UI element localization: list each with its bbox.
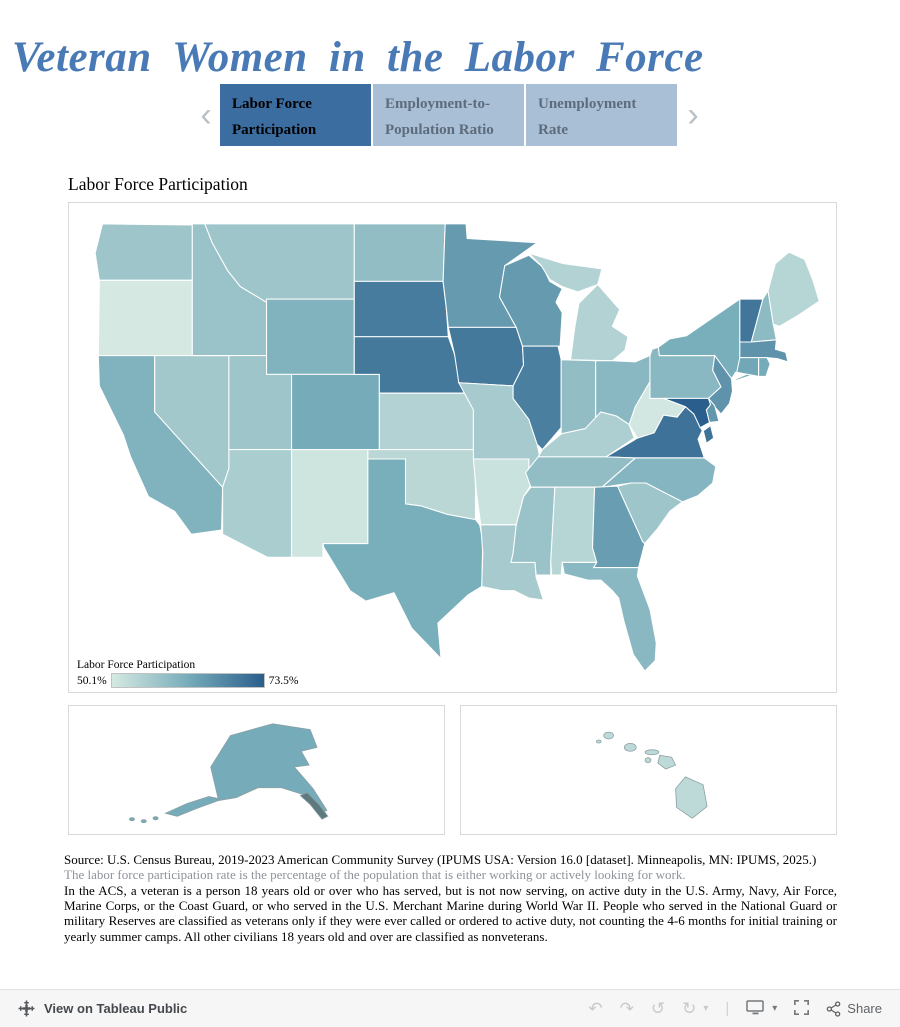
- tab-bar: ‹ Labor Force Participation Employment-t…: [192, 84, 707, 146]
- us-choropleth-map: [94, 223, 820, 672]
- tableau-toolbar: View on Tableau Public ↶ ↷ ↺ ↻ ▾ | ▾: [0, 989, 900, 1027]
- state-ri[interactable]: [758, 357, 771, 377]
- state-de[interactable]: [705, 398, 720, 423]
- tab-employment-to-population-ratio[interactable]: Employment-to- Population Ratio: [373, 84, 524, 146]
- state-fl[interactable]: [561, 561, 657, 672]
- island-maui[interactable]: [657, 754, 677, 770]
- state-me[interactable]: [767, 251, 820, 327]
- device-layout-icon[interactable]: [746, 999, 765, 1018]
- state-il[interactable]: [512, 345, 562, 451]
- reset-icon[interactable]: ↺: [650, 999, 666, 1018]
- aleutian-island[interactable]: [140, 819, 147, 824]
- state-nj[interactable]: [707, 354, 734, 415]
- tabs-scroll-right-icon[interactable]: ›: [687, 96, 699, 134]
- tab-labor-force-participation[interactable]: Labor Force Participation: [220, 84, 371, 146]
- veteran-definition: In the ACS, a veteran is a person 18 yea…: [64, 882, 837, 944]
- share-label: Share: [847, 1001, 882, 1016]
- state-nd[interactable]: [353, 223, 446, 282]
- replay-icon[interactable]: ↻: [682, 999, 697, 1018]
- island-molokai[interactable]: [644, 749, 660, 756]
- tab-label-line2: Rate: [538, 122, 568, 139]
- legend-max-label: 73.5%: [268, 674, 299, 687]
- island-lanai[interactable]: [644, 757, 652, 764]
- state-ia[interactable]: [447, 326, 525, 387]
- state-mi-lower[interactable]: [569, 283, 629, 362]
- alaska-inset-panel: [68, 705, 445, 835]
- island-kauai[interactable]: [603, 731, 614, 740]
- state-sc[interactable]: [616, 482, 684, 545]
- island-hawaii[interactable]: [675, 776, 708, 819]
- share-icon: [826, 1000, 841, 1017]
- state-wy[interactable]: [265, 298, 355, 375]
- tab-unemployment-rate[interactable]: Unemployment Rate: [526, 84, 677, 146]
- share-button[interactable]: Share: [826, 1000, 882, 1017]
- state-nm[interactable]: [291, 449, 369, 558]
- state-ks[interactable]: [378, 392, 474, 451]
- fullscreen-icon[interactable]: [794, 999, 810, 1018]
- legend-gradient[interactable]: [110, 673, 265, 688]
- state-ct[interactable]: [736, 357, 760, 378]
- legend-title: Labor Force Participation: [77, 659, 196, 671]
- main-map-panel: Labor Force Participation 50.1% 73.5%: [68, 202, 837, 693]
- tab-label-line1: Labor Force: [232, 96, 312, 112]
- aleutian-island[interactable]: [152, 816, 159, 821]
- source-caption: Source: U.S. Census Bureau, 2019-2023 Am…: [64, 852, 837, 944]
- state-mi-upper[interactable]: [528, 252, 603, 293]
- tabs-scroll-left-icon[interactable]: ‹: [200, 96, 212, 134]
- toolbar-separator: |: [725, 1000, 730, 1017]
- aleutian-island[interactable]: [128, 817, 135, 822]
- state-al[interactable]: [550, 486, 598, 576]
- device-layout-caret-icon[interactable]: ▾: [772, 1002, 778, 1014]
- tab-label-line1: Employment-to-: [385, 96, 490, 112]
- state-ar[interactable]: [472, 458, 542, 526]
- view-on-tableau-public-label: View on Tableau Public: [44, 1001, 188, 1016]
- state-nh[interactable]: [750, 289, 778, 343]
- state-ak-peninsula[interactable]: [164, 796, 219, 817]
- hawaii-inset-panel: [460, 705, 837, 835]
- redo-icon[interactable]: ↷: [619, 999, 634, 1018]
- state-az[interactable]: [222, 449, 293, 558]
- state-tx[interactable]: [322, 458, 484, 660]
- tableau-logo-icon: [18, 1000, 35, 1017]
- view-on-tableau-public-link[interactable]: View on Tableau Public: [18, 1000, 187, 1017]
- alaska-panhandle[interactable]: [299, 792, 329, 820]
- sheet-title: Labor Force Participation: [68, 174, 248, 194]
- state-wa[interactable]: [94, 223, 193, 281]
- definition-line: The labor force participation rate is th…: [64, 867, 686, 883]
- tab-label-line2: Participation: [232, 122, 317, 139]
- tab-label-line2: Population Ratio: [385, 122, 494, 139]
- state-va-eastern-shore[interactable]: [702, 424, 715, 445]
- page-title: Veteran Women in the Labor Force: [12, 33, 704, 81]
- state-nc[interactable]: [600, 457, 717, 503]
- alaska-map: [128, 723, 329, 824]
- legend-min-label: 50.1%: [77, 674, 107, 687]
- source-line: Source: U.S. Census Bureau, 2019-2023 Am…: [64, 852, 817, 867]
- replay-caret-icon[interactable]: ▾: [703, 1002, 709, 1014]
- island-niihau[interactable]: [595, 739, 602, 744]
- state-ak[interactable]: [210, 723, 328, 814]
- color-legend: Labor Force Participation 50.1% 73.5%: [75, 657, 301, 690]
- state-or[interactable]: [97, 279, 193, 357]
- state-co[interactable]: [291, 373, 380, 451]
- hawaii-map: [595, 731, 708, 819]
- undo-icon[interactable]: ↶: [588, 999, 603, 1018]
- tab-label-line1: Unemployment: [538, 96, 637, 112]
- state-sd[interactable]: [353, 280, 449, 338]
- island-oahu[interactable]: [623, 743, 637, 752]
